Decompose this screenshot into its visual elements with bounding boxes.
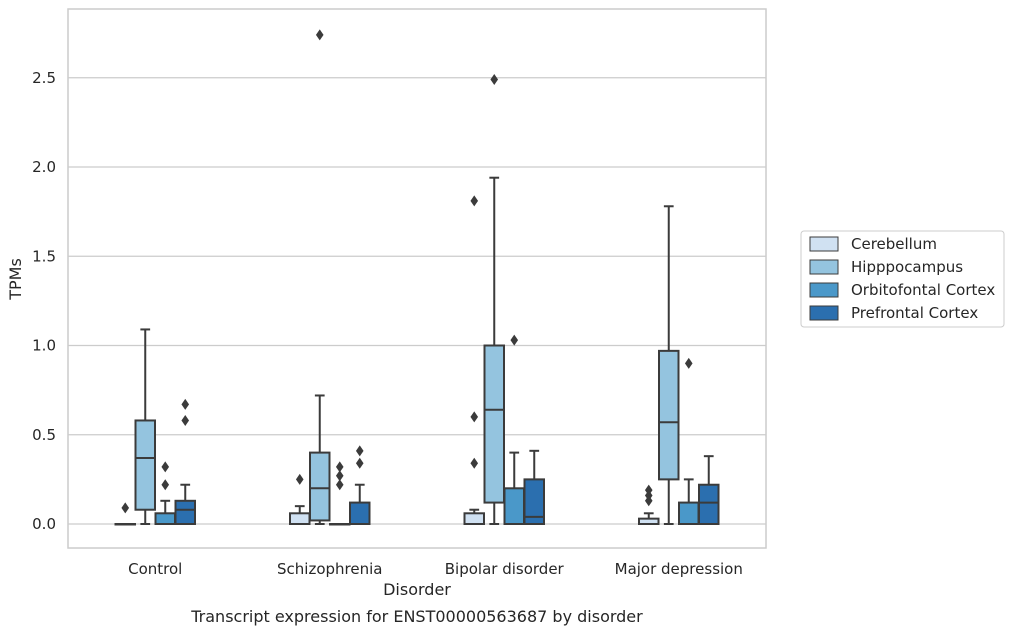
box-body xyxy=(154,512,176,525)
legend-swatch xyxy=(809,282,839,298)
legend-items: Cerebellum Hipppocampus Orbitofontal Corte… xyxy=(809,235,995,322)
x-tick-label: Bipolar disorder xyxy=(445,560,565,578)
box-3-3 xyxy=(698,455,720,526)
legend: Cerebellum Hipppocampus Orbitofontal Corte… xyxy=(800,230,1005,328)
outlier-point xyxy=(684,357,693,369)
box-body xyxy=(134,419,156,511)
outlier-point xyxy=(161,461,170,473)
y-tick-label: 2.5 xyxy=(32,69,56,87)
box-body xyxy=(698,483,720,526)
outlier-point xyxy=(181,398,190,410)
box-3-2 xyxy=(523,449,545,525)
legend-swatch xyxy=(809,236,839,252)
y-tick-label: 2.0 xyxy=(32,158,56,176)
legend-swatch xyxy=(809,305,839,321)
legend-label: Prefrontal Cortex xyxy=(851,304,978,322)
y-tick-label: 1.0 xyxy=(32,337,56,355)
box-2-2 xyxy=(503,334,525,525)
x-tick-label: Major depression xyxy=(615,560,743,578)
outlier-point xyxy=(470,195,479,207)
outlier-point xyxy=(490,74,499,86)
legend-label: Hipppocampus xyxy=(851,258,963,276)
outlier-point xyxy=(355,457,364,469)
box-1-3 xyxy=(658,205,680,525)
outlier-point xyxy=(335,461,344,473)
outlier-point xyxy=(295,473,304,485)
outlier-point xyxy=(470,411,479,423)
box-0-3 xyxy=(638,484,660,526)
box-body xyxy=(309,451,331,522)
box-3-1 xyxy=(349,445,371,525)
outlier-point xyxy=(335,479,344,491)
box-body xyxy=(289,512,311,525)
outlier-point xyxy=(470,457,479,469)
y-tick-label: 0.5 xyxy=(32,426,56,444)
outlier-point xyxy=(315,29,324,41)
y-tick-label: 0.0 xyxy=(32,515,56,533)
box-3-0 xyxy=(174,398,196,526)
outlier-point xyxy=(510,334,519,346)
legend-swatch xyxy=(809,259,839,275)
box-body xyxy=(658,349,680,481)
x-tick-label: Schizophrenia xyxy=(277,560,382,578)
box-body xyxy=(463,512,485,525)
box-0-2 xyxy=(463,195,485,525)
box-1-0 xyxy=(134,328,156,525)
legend-frame xyxy=(800,230,1005,328)
y-axis-title: TPMs xyxy=(6,258,25,301)
plot-frame xyxy=(67,8,767,549)
y-tick-label: 1.5 xyxy=(32,247,56,265)
x-tick-label: Control xyxy=(128,560,182,578)
box-body xyxy=(483,344,505,504)
outlier-point xyxy=(644,484,653,496)
outlier-point xyxy=(121,502,130,514)
box-0-1 xyxy=(289,473,311,525)
outlier-point xyxy=(355,445,364,457)
box-body xyxy=(503,487,525,525)
box-2-0 xyxy=(154,461,176,525)
legend-label: Orbitofontal Cortex xyxy=(851,281,995,299)
box-1-2 xyxy=(483,74,505,525)
x-tick-labels: Control Schizophrenia Bipolar disorder Majo… xyxy=(128,560,743,578)
box-2-3 xyxy=(678,357,700,525)
box-0-0 xyxy=(114,502,136,526)
box-body xyxy=(349,501,371,525)
outlier-point xyxy=(161,479,170,491)
box-body xyxy=(174,499,196,526)
box-body xyxy=(523,478,545,525)
chart-caption: Transcript expression for ENST0000056368… xyxy=(190,607,643,626)
box-1-1 xyxy=(309,29,331,525)
outlier-point xyxy=(181,414,190,426)
y-tick-labels: 0.0 0.5 1.0 1.5 2.0 2.5 xyxy=(32,69,56,533)
legend-label: Cerebellum xyxy=(851,235,937,253)
x-axis-title: Disorder xyxy=(383,580,451,599)
box-2-1 xyxy=(329,461,351,526)
box-body xyxy=(678,501,700,525)
boxes xyxy=(114,29,720,526)
outlier-point xyxy=(335,470,344,482)
